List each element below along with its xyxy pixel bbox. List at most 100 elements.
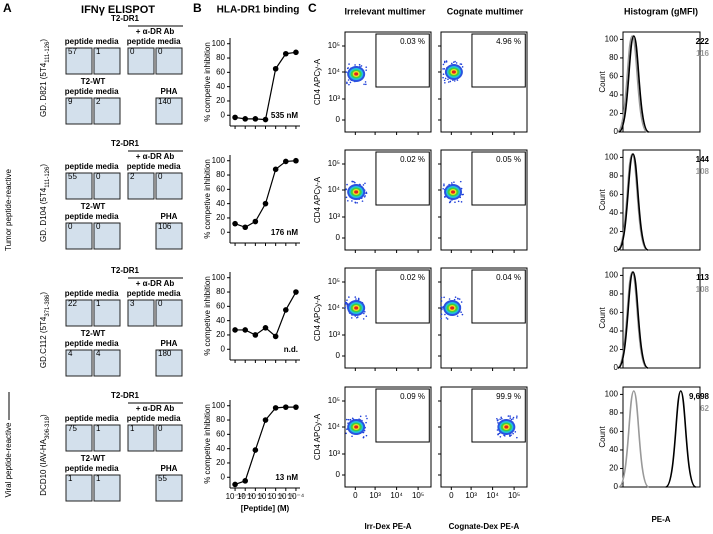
column-label: media xyxy=(95,87,119,96)
column-label: peptide xyxy=(65,414,94,423)
y-tick-label: 80 xyxy=(609,408,618,417)
column-title: Histogram (gMFI) xyxy=(624,6,698,16)
event xyxy=(351,435,353,438)
event xyxy=(355,316,358,319)
event xyxy=(456,79,459,81)
event xyxy=(498,432,501,435)
column-label: media xyxy=(95,162,119,171)
well xyxy=(155,474,183,502)
y-tick-label: 10⁴ xyxy=(328,67,341,76)
event xyxy=(445,60,448,62)
spot-count: 55 xyxy=(68,172,77,181)
data-point xyxy=(252,218,259,225)
event xyxy=(345,188,347,191)
well xyxy=(65,97,93,125)
spot-count: 180 xyxy=(158,349,172,358)
event xyxy=(507,415,510,417)
event xyxy=(354,64,356,66)
y-tick-label: 10⁵ xyxy=(328,159,340,168)
spot-count: 3 xyxy=(130,299,135,308)
event xyxy=(512,432,514,435)
event xyxy=(363,310,366,313)
gate-percent: 4.96 % xyxy=(496,37,521,46)
well xyxy=(127,424,155,452)
event xyxy=(365,69,367,71)
event xyxy=(456,315,459,317)
density xyxy=(450,306,455,310)
well xyxy=(93,424,121,452)
event xyxy=(354,201,357,204)
donor-end: ) xyxy=(39,292,48,295)
event xyxy=(504,435,506,437)
gate-percent: 0.02 % xyxy=(400,273,425,282)
event xyxy=(499,435,502,438)
y-tick-label: 0 xyxy=(221,110,226,119)
panel-label: A xyxy=(3,1,12,15)
y-tick-label: 60 xyxy=(609,427,618,436)
fit-line xyxy=(234,160,296,228)
data-point xyxy=(232,481,238,488)
column-label: peptide xyxy=(65,464,94,473)
gmfi-cognate: 113 xyxy=(696,273,709,282)
annotation: 176 nM xyxy=(271,228,298,237)
event xyxy=(365,421,367,424)
gate xyxy=(471,269,526,324)
row-header: T2-WT xyxy=(81,329,106,338)
event xyxy=(348,296,350,298)
spot-count: 0 xyxy=(68,222,73,231)
event xyxy=(453,298,456,301)
spot-count: 57 xyxy=(68,47,77,56)
gate-percent: 0.03 % xyxy=(400,37,425,46)
event xyxy=(460,201,463,203)
x-tick-label: 10⁻⁶ xyxy=(267,492,283,501)
y-tick-label: 40 xyxy=(216,82,225,91)
event xyxy=(500,416,502,419)
donor-sub: 111-126 xyxy=(45,41,51,63)
well xyxy=(93,222,121,250)
event xyxy=(447,78,449,81)
x-axis-label: PE-A xyxy=(651,515,670,524)
event xyxy=(497,422,499,424)
column-label: PHA xyxy=(161,87,178,96)
well xyxy=(93,299,121,327)
column-label: media xyxy=(95,414,119,423)
event xyxy=(365,415,367,417)
event xyxy=(460,301,463,303)
event xyxy=(354,296,357,298)
spot-count: 0 xyxy=(158,47,163,56)
y-tick-label: 0 xyxy=(336,115,341,124)
gate xyxy=(471,151,526,206)
well xyxy=(65,299,93,327)
event xyxy=(345,196,348,199)
y-tick-label: 0 xyxy=(221,227,226,236)
spot-count: 1 xyxy=(96,47,101,56)
data-point xyxy=(242,327,249,333)
gate xyxy=(471,33,526,88)
well xyxy=(155,47,183,75)
data-point xyxy=(282,307,289,313)
spot-count: 106 xyxy=(158,222,172,231)
density xyxy=(451,70,456,74)
column-label: PHA xyxy=(161,212,178,221)
event xyxy=(357,297,360,300)
event xyxy=(346,82,348,85)
event xyxy=(361,200,364,202)
plot-frame xyxy=(344,149,432,251)
x-tick-label: 10⁻¹⁰ xyxy=(226,492,245,501)
event xyxy=(457,200,460,203)
event xyxy=(362,184,365,186)
data-point xyxy=(262,417,269,423)
event xyxy=(441,308,443,311)
data-point xyxy=(242,116,249,122)
gate xyxy=(471,388,526,443)
event xyxy=(351,180,354,183)
spot-count: 1 xyxy=(130,424,135,433)
y-axis-label: CD4 APCy-A xyxy=(313,58,322,105)
gmfi-irrelevant: 108 xyxy=(696,167,710,176)
y-tick-label: 0 xyxy=(336,233,341,242)
event xyxy=(457,298,459,300)
event xyxy=(455,62,458,64)
event xyxy=(444,195,446,198)
column-label: media xyxy=(157,414,181,423)
gmfi-irrelevant: 108 xyxy=(696,285,710,294)
